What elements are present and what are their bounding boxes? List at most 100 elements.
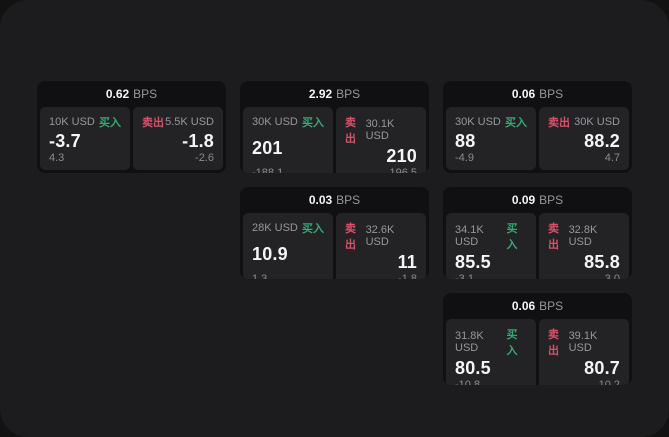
sell-panel[interactable]: 卖出 30.1K USD 210 196.5 [336,107,426,173]
quote-card: 0.06 BPS 30K USD 买入 88 -4.9 卖出 30K USD [443,81,632,173]
sell-amount: 39.1K USD [568,330,598,354]
card-header: 0.06 BPS [443,81,632,107]
buy-panel[interactable]: 30K USD 买入 201 -188.1 [243,107,333,173]
buy-sub-value: -188.1 [252,167,284,173]
sell-side-label: 卖出 [548,223,559,251]
buy-amount: 34.1K USD [455,224,484,248]
buy-side-label: 买入 [99,117,121,129]
sell-panel[interactable]: 卖出 5.5K USD -1.8 -2.6 [133,107,223,170]
bps-unit: BPS [539,299,564,313]
buy-price: 201 [252,138,283,158]
buy-panel-top: 10K USD 买入 [49,114,121,130]
quote-card: 0.06 BPS 31.8K USD 买入 80.5 -10.8 卖出 39.1K… [443,293,632,385]
sell-sub-value: -1.8 [398,273,417,279]
sell-side-label: 卖出 [548,329,559,357]
buy-sub-value: -4.9 [455,152,474,164]
sell-sub-value: 3.0 [604,273,620,279]
buy-side-label: 买入 [506,223,518,251]
buy-side-label: 买入 [505,117,527,129]
card-body: 30K USD 买入 88 -4.9 卖出 30K USD 88.2 4.7 [443,107,632,173]
bps-value: 0.09 [511,193,536,207]
buy-price: -3.7 [49,130,81,151]
sell-panel-top: 卖出 39.1K USD [548,326,620,358]
sell-price: 80.7 [584,358,620,378]
buy-amount: 28K USD [252,222,298,234]
sell-side-label: 卖出 [345,117,356,145]
bps-value: 0.03 [308,193,333,207]
sell-sub-value: 10.2 [598,379,620,385]
buy-panel[interactable]: 10K USD 买入 -3.7 4.3 [40,107,130,170]
sell-panel-top: 卖出 32.6K USD [345,220,417,252]
bps-unit: BPS [539,193,564,207]
buy-panel-top: 30K USD 买入 [252,114,324,130]
sell-panel[interactable]: 卖出 32.6K USD 11 -1.8 [336,213,426,279]
buy-sub-value: -10.8 [455,379,481,385]
bps-unit: BPS [336,193,361,207]
card-header: 2.92 BPS [240,81,429,107]
sell-panel-top: 卖出 5.5K USD [142,114,214,130]
buy-panel[interactable]: 31.8K USD 买入 80.5 -10.8 [446,319,536,385]
card-body: 28K USD 买入 10.9 1.3 卖出 32.6K USD 11 -1.8 [240,213,429,279]
bps-value: 0.62 [105,87,130,101]
bps-value: 2.92 [308,87,333,101]
buy-panel-top: 30K USD 买入 [455,114,527,130]
buy-amount: 30K USD [455,116,501,128]
buy-panel[interactable]: 34.1K USD 买入 85.5 -3.1 [446,213,536,279]
buy-panel[interactable]: 30K USD 买入 88 -4.9 [446,107,536,170]
sell-price: -1.8 [182,130,214,151]
buy-price: 85.5 [455,252,491,272]
sell-panel-top: 卖出 30K USD [548,114,620,130]
card-header: 0.62 BPS [37,81,226,107]
sell-sub-value: 196.5 [389,167,417,173]
card-header: 0.06 BPS [443,293,632,319]
quote-card: 0.62 BPS 10K USD 买入 -3.7 4.3 卖出 5.5K USD [37,81,226,173]
buy-side-label: 买入 [506,329,518,357]
quote-card: 0.03 BPS 28K USD 买入 10.9 1.3 卖出 32.6K USD [240,187,429,279]
card-body: 30K USD 买入 201 -188.1 卖出 30.1K USD 210 1… [240,107,429,173]
card-body: 31.8K USD 买入 80.5 -10.8 卖出 39.1K USD 80.… [443,319,632,385]
sell-side-label: 卖出 [345,223,356,251]
sell-side-label: 卖出 [142,117,164,129]
buy-panel-top: 28K USD 买入 [252,220,324,236]
buy-price: 80.5 [455,358,491,378]
card-header: 0.03 BPS [240,187,429,213]
sell-price: 11 [397,252,417,272]
sell-panel[interactable]: 卖出 39.1K USD 80.7 10.2 [539,319,629,385]
sell-amount: 5.5K USD [165,116,214,128]
bps-unit: BPS [133,87,158,101]
sell-sub-value: 4.7 [604,152,620,164]
card-header: 0.09 BPS [443,187,632,213]
buy-panel-top: 34.1K USD 买入 [455,220,527,252]
quote-card: 0.09 BPS 34.1K USD 买入 85.5 -3.1 卖出 32.8K … [443,187,632,279]
sell-amount: 32.6K USD [365,224,395,248]
sell-amount: 32.8K USD [568,224,598,248]
sell-panel-top: 卖出 30.1K USD [345,114,417,146]
buy-panel-top: 31.8K USD 买入 [455,326,527,358]
buy-price: 10.9 [252,244,288,264]
buy-side-label: 买入 [302,223,324,235]
quote-card: 2.92 BPS 30K USD 买入 201 -188.1 卖出 30.1K U… [240,81,429,173]
bps-value: 0.06 [511,87,536,101]
sell-price: 210 [386,146,417,166]
buy-sub-value: 1.3 [252,273,268,279]
sell-price: 88.2 [584,130,620,151]
sell-sub-value: -2.6 [195,152,214,164]
sell-side-label: 卖出 [548,117,570,129]
bps-value: 0.06 [511,299,536,313]
buy-amount: 10K USD [49,116,95,128]
sell-panel-top: 卖出 32.8K USD [548,220,620,252]
buy-panel[interactable]: 28K USD 买入 10.9 1.3 [243,213,333,279]
sell-amount: 30K USD [574,116,620,128]
buy-sub-value: -3.1 [455,273,474,279]
sell-panel[interactable]: 卖出 32.8K USD 85.8 3.0 [539,213,629,279]
bps-unit: BPS [539,87,564,101]
sell-panel[interactable]: 卖出 30K USD 88.2 4.7 [539,107,629,170]
sell-price: 85.8 [584,252,620,272]
sell-amount: 30.1K USD [365,118,395,142]
buy-sub-value: 4.3 [49,152,65,164]
card-body: 10K USD 买入 -3.7 4.3 卖出 5.5K USD -1.8 -2.… [37,107,226,173]
buy-side-label: 买入 [302,117,324,129]
buy-price: 88 [455,130,476,151]
quote-grid: 0.62 BPS 10K USD 买入 -3.7 4.3 卖出 5.5K USD [37,81,632,385]
